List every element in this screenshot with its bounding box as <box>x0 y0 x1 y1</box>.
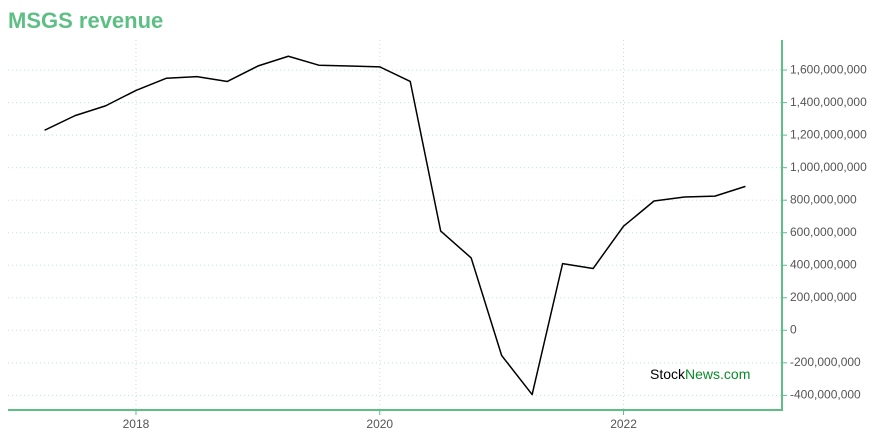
y-tick-label: 1,000,000,000 <box>790 160 867 174</box>
watermark: StockNews.com <box>650 366 750 382</box>
x-tick-label: 2018 <box>123 417 150 431</box>
y-tick-label: 200,000,000 <box>790 290 857 304</box>
x-tick-label: 2020 <box>366 417 393 431</box>
y-tick-label: 1,400,000,000 <box>790 95 867 109</box>
y-tick-label: 600,000,000 <box>790 225 857 239</box>
y-tick-label: -200,000,000 <box>790 355 861 369</box>
y-tick-label: 1,600,000,000 <box>790 62 867 76</box>
line <box>44 55 746 396</box>
y-tick-label: -400,000,000 <box>790 388 861 402</box>
watermark-part: News.com <box>685 366 750 382</box>
x-tick-label: 2022 <box>610 417 637 431</box>
chart-title: MSGS revenue <box>8 8 163 33</box>
y-tick-label: 400,000,000 <box>790 257 857 271</box>
y-tick-label: 1,200,000,000 <box>790 127 867 141</box>
watermark-part: Stock <box>650 366 686 382</box>
y-tick-label: 800,000,000 <box>790 192 857 206</box>
y-tick-label: 0 <box>790 322 797 336</box>
